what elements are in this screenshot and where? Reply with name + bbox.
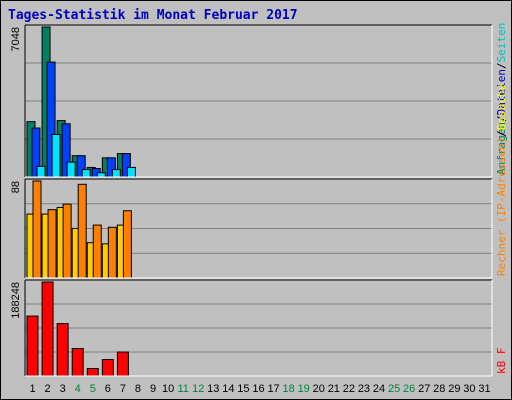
x-tick-label-day-18: 18 bbox=[283, 383, 295, 395]
legend-entry: (IP-Adressen) bbox=[495, 137, 508, 230]
bar-seiten-day-3 bbox=[66, 161, 76, 178]
bar-rechner-day-5 bbox=[92, 224, 102, 279]
x-tick-label-day-28: 28 bbox=[433, 383, 445, 395]
y-max-label: 88 bbox=[10, 181, 22, 193]
legend-entry: Besuche bbox=[495, 84, 508, 130]
bar-kb-day-7 bbox=[116, 351, 129, 377]
bar-rechner-day-7 bbox=[122, 210, 132, 279]
x-tick-label-day-6: 6 bbox=[105, 383, 111, 395]
x-tick-label-day-24: 24 bbox=[373, 383, 385, 395]
y-max-label: 188248 bbox=[10, 282, 22, 319]
x-tick-label-day-30: 30 bbox=[463, 383, 475, 395]
legend-entry: / bbox=[495, 62, 508, 69]
bar-kb-day-1 bbox=[26, 315, 39, 377]
bar-kb-day-5 bbox=[86, 368, 99, 377]
legend-entry: kB F bbox=[495, 348, 508, 375]
x-tick-label-day-27: 27 bbox=[418, 383, 430, 395]
x-tick-label-day-20: 20 bbox=[313, 383, 325, 395]
legend-entry: Rechner bbox=[495, 229, 508, 276]
legend-entry: / bbox=[495, 115, 508, 122]
legend-label: kB F bbox=[495, 348, 508, 375]
legend-entry: Seiten bbox=[495, 23, 508, 63]
x-tick-label-day-9: 9 bbox=[150, 383, 156, 395]
legend-label: Rechner (IP-Adressen)/Besuche bbox=[495, 84, 508, 276]
legend-entry: / bbox=[495, 130, 508, 137]
x-tick-label-day-14: 14 bbox=[222, 383, 234, 395]
x-tick-label-day-19: 19 bbox=[298, 383, 310, 395]
bar-seiten-day-5 bbox=[96, 172, 106, 178]
bar-seiten-day-4 bbox=[81, 169, 91, 178]
x-tick-label-day-8: 8 bbox=[135, 383, 141, 395]
bar-rechner-day-1 bbox=[32, 180, 42, 279]
x-tick-label-day-25: 25 bbox=[388, 383, 400, 395]
bar-kb-day-4 bbox=[71, 348, 84, 377]
bar-seiten-day-1 bbox=[36, 165, 46, 178]
x-tick-label-day-21: 21 bbox=[328, 383, 340, 395]
bar-kb-day-3 bbox=[56, 323, 69, 377]
bar-seiten-day-6 bbox=[111, 169, 121, 178]
legend-entry: Dateien bbox=[495, 69, 508, 115]
x-tick-label-day-23: 23 bbox=[358, 383, 370, 395]
x-tick-label-day-4: 4 bbox=[75, 383, 81, 395]
x-tick-label-day-29: 29 bbox=[448, 383, 460, 395]
bar-seiten-day-2 bbox=[51, 133, 61, 178]
x-tick-label-day-7: 7 bbox=[120, 383, 126, 395]
bar-rechner-day-2 bbox=[47, 209, 57, 279]
x-tick-label-day-26: 26 bbox=[403, 383, 415, 395]
x-tick-label-day-17: 17 bbox=[267, 383, 279, 395]
x-tick-label-day-16: 16 bbox=[252, 383, 264, 395]
bar-rechner-day-4 bbox=[77, 183, 87, 279]
x-tick-label-day-11: 11 bbox=[177, 383, 188, 395]
x-tick-label-day-1: 1 bbox=[29, 383, 35, 395]
x-tick-label-day-12: 12 bbox=[192, 383, 204, 395]
bar-rechner-day-6 bbox=[107, 226, 117, 279]
x-tick-label-day-3: 3 bbox=[60, 383, 66, 395]
x-tick-label-day-10: 10 bbox=[162, 383, 174, 395]
bar-kb-day-2 bbox=[41, 281, 54, 377]
legend-label: Anfragen/Dateien/Seiten bbox=[495, 23, 508, 175]
legend-entry: Anfragen bbox=[495, 122, 508, 175]
chart-title: Tages-Statistik im Monat Februar 2017 bbox=[8, 8, 298, 23]
x-tick-label-day-5: 5 bbox=[90, 383, 96, 395]
x-tick-label-day-15: 15 bbox=[237, 383, 249, 395]
x-tick-label-day-31: 31 bbox=[478, 383, 490, 395]
bar-seiten-day-7 bbox=[126, 166, 136, 178]
x-tick-label-day-2: 2 bbox=[45, 383, 51, 395]
y-max-label: 7048 bbox=[10, 27, 22, 51]
bar-kb-day-6 bbox=[101, 359, 114, 377]
x-tick-label-day-13: 13 bbox=[207, 383, 219, 395]
bar-rechner-day-3 bbox=[62, 203, 72, 279]
x-tick-label-day-22: 22 bbox=[343, 383, 355, 395]
